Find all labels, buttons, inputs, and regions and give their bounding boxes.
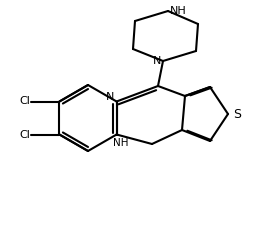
Text: NH: NH: [170, 6, 186, 16]
Text: S: S: [233, 107, 241, 121]
Text: NH: NH: [113, 139, 128, 149]
Text: Cl: Cl: [19, 129, 30, 139]
Text: N: N: [153, 56, 161, 66]
Text: N: N: [105, 91, 114, 102]
Text: Cl: Cl: [19, 96, 30, 106]
